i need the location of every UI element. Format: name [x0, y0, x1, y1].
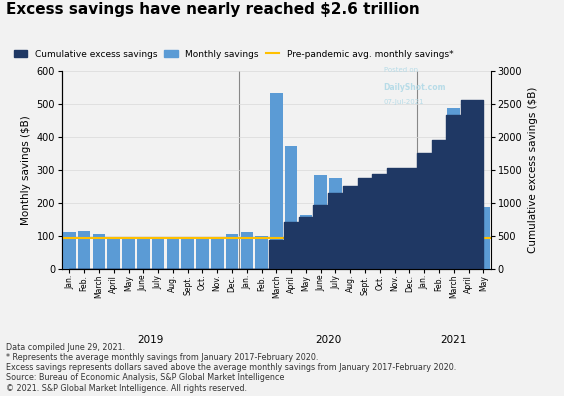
Bar — [329, 178, 342, 269]
Text: Excess savings represents dollars saved above the average monthly savings from J: Excess savings represents dollars saved … — [6, 363, 456, 372]
Text: 2020: 2020 — [315, 335, 341, 345]
Y-axis label: Cumulative excess savings ($B): Cumulative excess savings ($B) — [528, 87, 538, 253]
Bar — [359, 202, 371, 269]
Bar — [182, 238, 194, 269]
Bar — [373, 210, 386, 269]
Text: DailyShot.com: DailyShot.com — [384, 83, 446, 92]
Bar — [63, 232, 76, 269]
Text: * Represents the average monthly savings from January 2017-February 2020.: * Represents the average monthly savings… — [6, 353, 318, 362]
Bar — [78, 231, 90, 269]
Text: © 2021. S&P Global Market Intelligence. All rights reserved.: © 2021. S&P Global Market Intelligence. … — [6, 384, 246, 393]
Text: 07-Jul-2021: 07-Jul-2021 — [384, 99, 424, 105]
Bar — [433, 203, 445, 269]
Bar — [122, 238, 135, 269]
Bar — [299, 215, 312, 269]
Y-axis label: Monthly savings ($B): Monthly savings ($B) — [21, 115, 31, 225]
Bar — [477, 207, 490, 269]
Bar — [108, 237, 120, 269]
Text: Posted on: Posted on — [384, 67, 418, 73]
Bar — [344, 200, 356, 269]
Text: 2019: 2019 — [138, 335, 164, 345]
Bar — [389, 210, 401, 269]
Bar — [314, 175, 327, 269]
Bar — [137, 238, 149, 269]
Bar — [270, 93, 283, 269]
Bar — [226, 234, 239, 269]
Text: Source: Bureau of Economic Analysis, S&P Global Market Intelligence: Source: Bureau of Economic Analysis, S&P… — [6, 373, 284, 383]
Text: Data compiled June 29, 2021.: Data compiled June 29, 2021. — [6, 343, 125, 352]
Text: 2021: 2021 — [440, 335, 467, 345]
Legend: Cumulative excess savings, Monthly savings, Pre-pandemic avg. monthly savings*: Cumulative excess savings, Monthly savin… — [10, 46, 457, 62]
Bar — [462, 162, 475, 269]
Bar — [285, 145, 297, 269]
Bar — [92, 234, 105, 269]
Bar — [403, 238, 416, 269]
Bar — [211, 238, 223, 269]
Bar — [196, 238, 209, 269]
Bar — [166, 238, 179, 269]
Bar — [418, 160, 430, 269]
Text: Excess savings have nearly reached $2.6 trillion: Excess savings have nearly reached $2.6 … — [6, 2, 420, 17]
Bar — [447, 108, 460, 269]
Bar — [240, 232, 253, 269]
Bar — [152, 238, 164, 269]
Bar — [255, 236, 268, 269]
